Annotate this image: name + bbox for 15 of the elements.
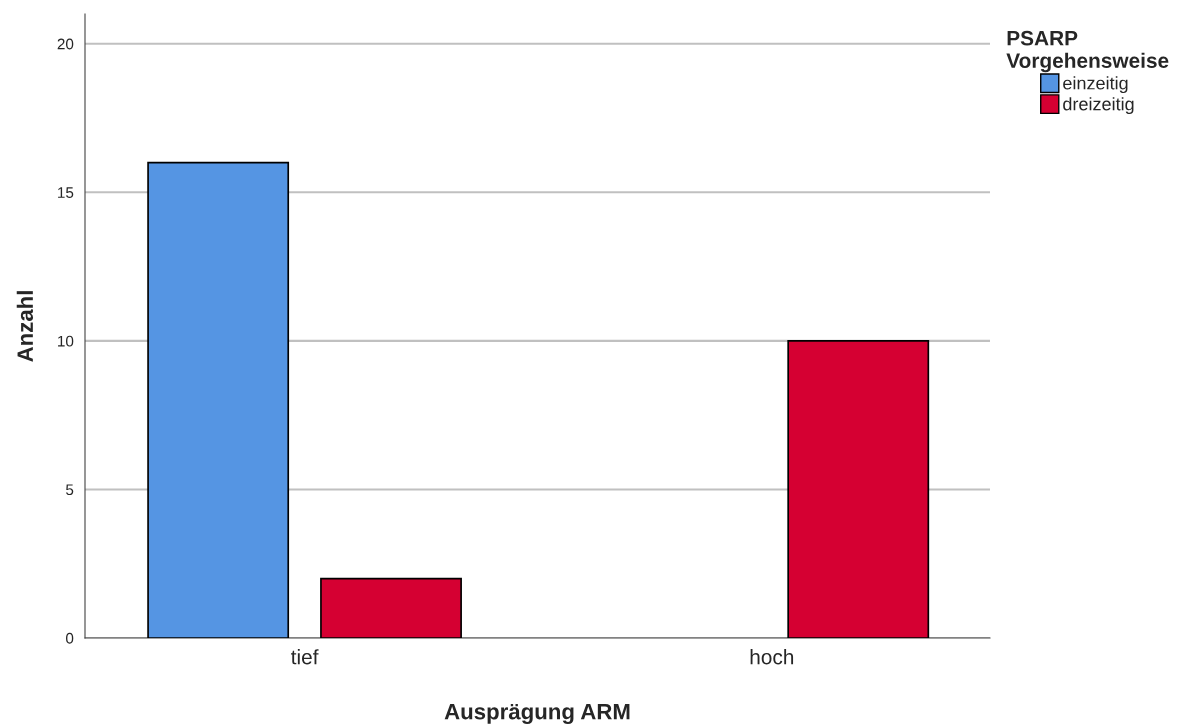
y-axis-title: Anzahl: [16, 291, 34, 362]
bar: [147, 161, 290, 638]
bar: [787, 340, 930, 638]
legend-label: einzeitig: [1063, 76, 1128, 94]
x-tick-label: tief: [291, 649, 319, 665]
x-axis-title: Ausprägung ARM: [444, 703, 630, 724]
legend-label: dreizeitig: [1063, 97, 1134, 114]
y-tick-label: 5: [66, 484, 74, 496]
y-tick-label: 15: [58, 187, 74, 198]
y-tick-label: 20: [57, 38, 74, 50]
bar: [320, 577, 462, 638]
y-tick-label: 0: [65, 632, 74, 644]
legend-title: PSARP Vorgehensweise: [1006, 30, 1169, 73]
y-tick-label: 10: [58, 335, 74, 347]
x-tick-label: hoch: [750, 649, 794, 665]
